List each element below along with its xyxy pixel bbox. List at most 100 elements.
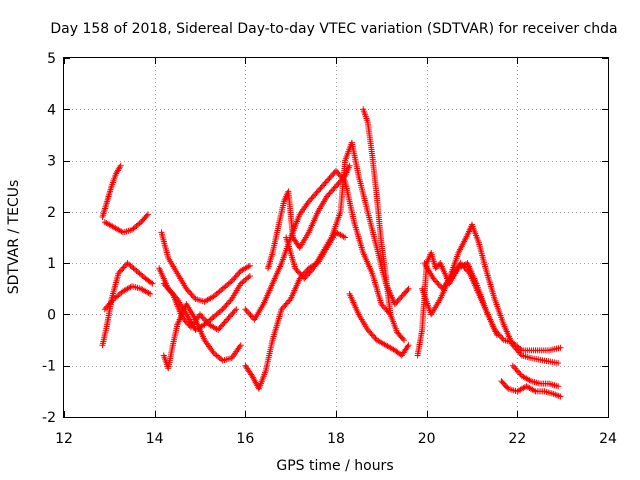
data-point — [322, 179, 329, 186]
data-point — [184, 287, 191, 294]
data-point — [309, 194, 316, 201]
series-track-3 — [99, 260, 156, 349]
data-point — [301, 275, 308, 282]
data-point — [457, 260, 464, 267]
data-point — [203, 318, 210, 325]
data-point — [198, 312, 205, 319]
data-point — [511, 343, 518, 350]
data-point — [557, 344, 564, 351]
data-point — [461, 264, 468, 271]
series-track-10 — [242, 167, 394, 323]
data-point — [121, 263, 128, 270]
data-point — [379, 302, 386, 309]
data-point — [405, 342, 412, 349]
x-axis-label: GPS time / hours — [276, 458, 393, 474]
data-point — [316, 186, 323, 193]
data-point — [116, 268, 123, 275]
data-point — [398, 293, 405, 300]
data-point — [227, 297, 234, 304]
data-point — [366, 328, 373, 335]
data-point — [327, 189, 334, 196]
data-point — [200, 315, 207, 322]
data-point — [199, 314, 206, 321]
x-tick-label: 16 — [236, 431, 254, 447]
data-point — [509, 362, 516, 369]
data-point — [378, 301, 385, 308]
series-track-11 — [265, 162, 353, 272]
data-point — [231, 307, 238, 314]
data-point — [228, 278, 235, 285]
data-point — [509, 342, 516, 349]
data-point — [458, 261, 465, 268]
data-point — [336, 172, 343, 179]
data-points — [99, 106, 564, 400]
data-point — [342, 234, 349, 241]
data-point — [333, 167, 339, 174]
data-point — [294, 268, 301, 275]
data-point — [404, 287, 411, 294]
data-point — [147, 290, 154, 297]
series-track-14 — [346, 290, 412, 359]
y-tick-label: 4 — [47, 102, 56, 118]
series-track-13 — [360, 106, 407, 344]
data-point — [232, 273, 239, 280]
y-tick-label: 5 — [47, 51, 56, 67]
data-point — [298, 272, 305, 279]
data-point — [307, 197, 314, 204]
data-point — [248, 371, 255, 378]
data-point — [178, 313, 185, 320]
data-point — [119, 266, 126, 273]
data-point — [279, 304, 286, 311]
data-point — [333, 183, 339, 190]
y-tick-label: -2 — [42, 410, 56, 426]
data-point — [465, 268, 472, 275]
data-point — [555, 383, 562, 390]
data-point — [233, 272, 240, 279]
data-point — [221, 319, 228, 326]
data-point — [180, 315, 187, 322]
data-point — [148, 279, 155, 286]
data-point — [433, 278, 440, 285]
data-point — [149, 280, 156, 287]
data-point — [391, 301, 398, 308]
data-point — [405, 285, 412, 292]
y-tick-label: 2 — [47, 205, 56, 221]
data-point — [181, 316, 188, 323]
data-point — [296, 269, 303, 276]
data-point — [246, 272, 253, 279]
data-point — [397, 295, 404, 302]
data-point — [305, 198, 312, 205]
data-point — [281, 303, 288, 310]
data-point — [105, 301, 112, 308]
data-point — [499, 335, 506, 342]
data-point — [167, 287, 174, 294]
data-point — [325, 176, 332, 183]
data-point — [182, 318, 189, 325]
data-point — [512, 365, 519, 372]
data-point — [191, 294, 198, 301]
data-point — [220, 304, 227, 311]
data-point — [224, 300, 231, 307]
data-point — [307, 268, 314, 275]
data-point — [303, 272, 310, 279]
data-point — [434, 279, 441, 286]
x-tick-label: 24 — [599, 431, 617, 447]
data-point — [516, 349, 523, 356]
data-point — [222, 318, 229, 325]
data-point — [493, 331, 500, 338]
x-tick-label: 22 — [508, 431, 526, 447]
data-point — [371, 334, 378, 341]
x-tick-label: 12 — [55, 431, 73, 447]
data-point — [278, 306, 285, 313]
data-point — [401, 337, 407, 344]
data-point — [223, 301, 230, 308]
data-point — [244, 309, 251, 316]
data-point — [293, 266, 300, 273]
data-point — [514, 348, 521, 355]
data-point — [292, 265, 299, 272]
data-point — [323, 178, 330, 185]
data-point — [165, 286, 172, 293]
y-tick-label: 0 — [47, 307, 56, 323]
data-point — [329, 172, 336, 179]
